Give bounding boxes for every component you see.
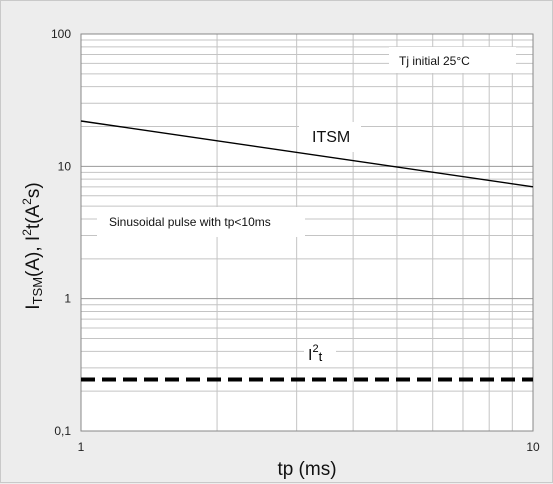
i2t-label-sup: 2	[312, 343, 318, 355]
y-axis-label: ITSM(A), I2t(A2s)	[20, 182, 45, 309]
pulse-annotation-box	[97, 207, 305, 237]
pulse-annotation: Sinusoidal pulse with tp<10ms	[109, 215, 271, 229]
y-axis-label-part3-sup: 2	[20, 198, 34, 205]
y-tick-label: 1	[64, 292, 71, 306]
y-tick-label: 10	[58, 159, 72, 173]
y-axis-label-part2-sup: 2	[20, 229, 34, 236]
tj-annotation-box	[389, 47, 516, 73]
y-axis-label-part2: (A), I	[23, 236, 44, 277]
y-axis-label-part4: s)	[23, 182, 44, 198]
i2t-label-base: I	[308, 347, 312, 364]
plot-frame	[80, 33, 534, 432]
i2t-label: I2t	[308, 343, 323, 364]
itsm-label-box	[299, 122, 361, 152]
y-axis-label-part3: t(A	[23, 204, 44, 229]
series-group	[80, 120, 534, 382]
x-axis-label: tp (ms)	[277, 459, 336, 480]
i2t-label-tail: t	[319, 349, 323, 364]
tick-labels: 1 10 0,1 1 10 100	[51, 27, 540, 454]
x-tick-label: 10	[526, 440, 540, 454]
y-tick-label: 0,1	[54, 424, 71, 438]
i2t-label-box	[304, 342, 336, 366]
itsm-label: ITSM	[312, 129, 350, 146]
y-axis-label-part1: I	[23, 304, 44, 309]
x-tick-label: 1	[78, 440, 85, 454]
tj-annotation: Tj initial 25°C	[399, 54, 470, 68]
series-line-itsm	[80, 120, 534, 188]
y-tick-label: 100	[51, 27, 71, 41]
y-axis-label-part1-sub: TSM	[30, 277, 45, 304]
